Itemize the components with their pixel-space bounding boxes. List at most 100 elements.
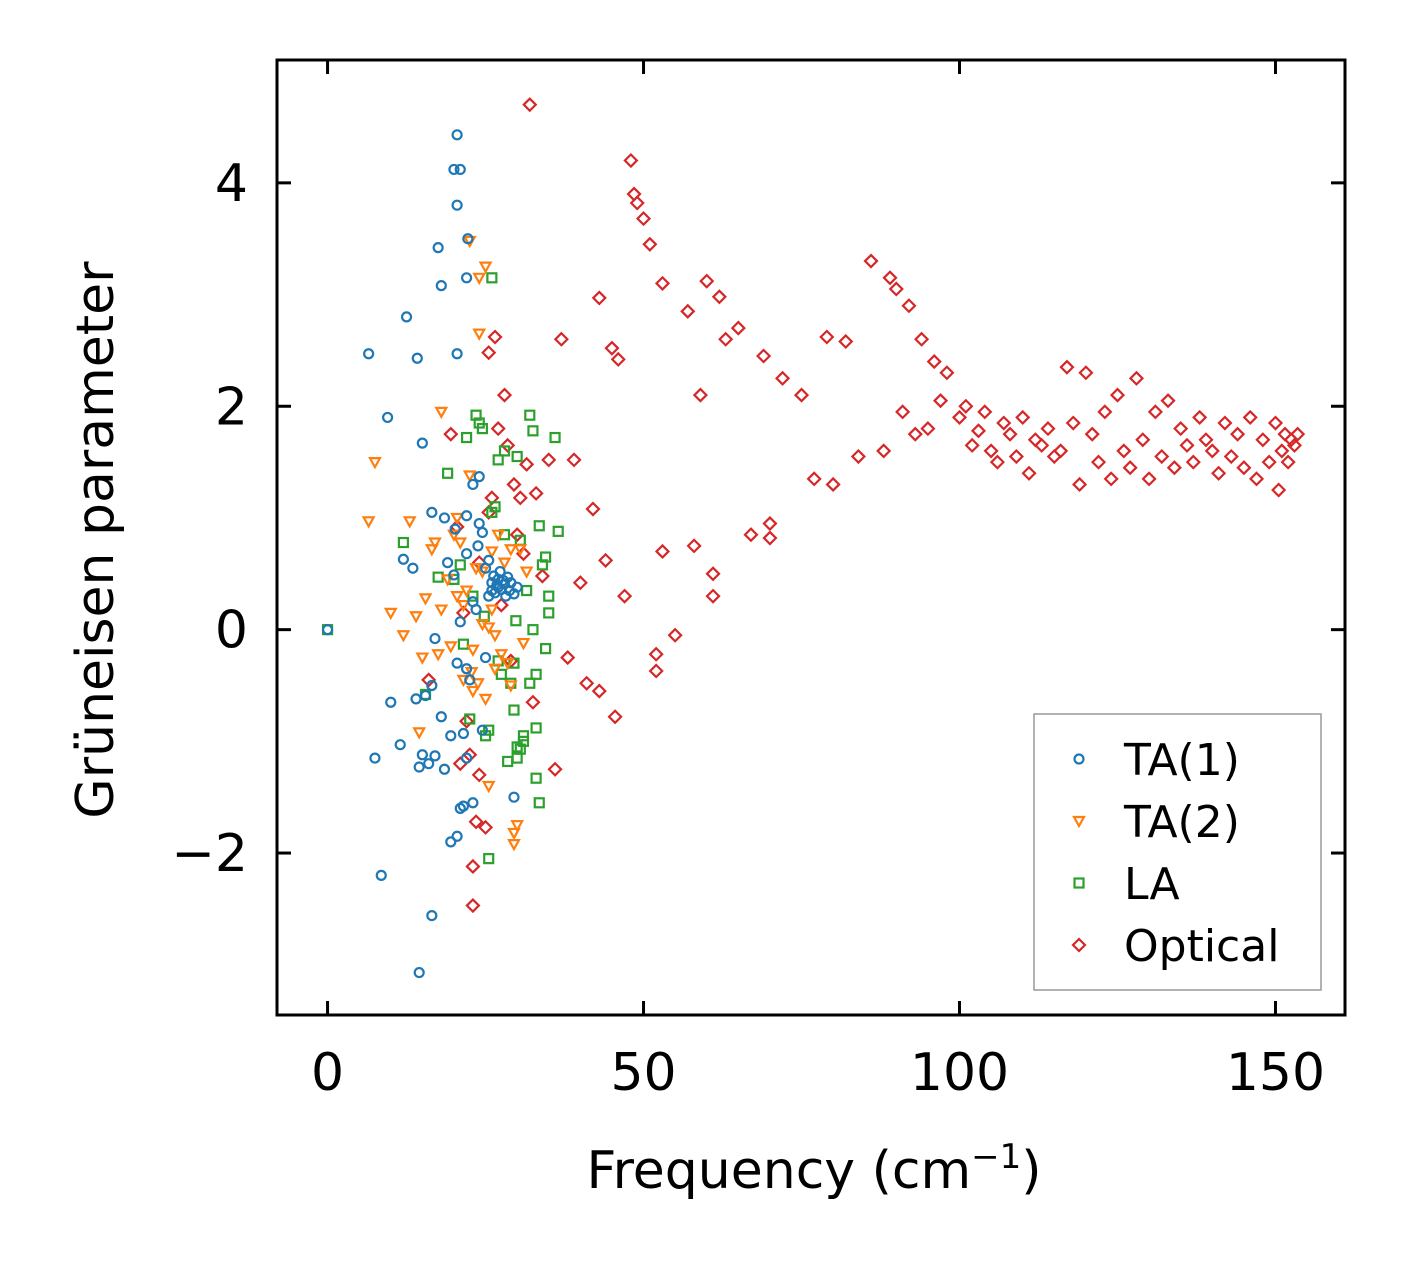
data-point	[1236, 460, 1252, 476]
data-point	[793, 387, 810, 403]
data-point	[502, 571, 514, 583]
data-point	[521, 584, 533, 597]
data-point	[447, 529, 461, 542]
x-axis-label-main: Frequency (cm	[586, 1141, 971, 1201]
data-point	[1204, 443, 1220, 459]
data-point	[508, 791, 520, 803]
data-point	[460, 752, 473, 764]
x-tick-label: 0	[311, 1043, 344, 1103]
legend-marker-circle	[1073, 753, 1085, 765]
data-point	[528, 485, 544, 501]
data-point	[1116, 443, 1132, 459]
data-point	[434, 604, 449, 617]
data-point	[1002, 426, 1018, 442]
data-point	[1008, 448, 1024, 465]
data-point	[536, 559, 549, 571]
data-point	[926, 354, 942, 370]
data-point	[530, 722, 542, 734]
data-point	[459, 585, 474, 598]
data-point	[553, 331, 569, 347]
data-point	[1160, 393, 1176, 409]
data-point	[623, 152, 639, 169]
data-point	[429, 632, 441, 645]
data-point	[533, 797, 545, 809]
data-point	[977, 404, 993, 420]
data-point	[454, 616, 466, 628]
data-point	[566, 452, 582, 468]
data-point	[478, 261, 493, 274]
series-optical	[421, 97, 1306, 914]
y-axis-label: Grüneisen parameter	[66, 261, 126, 819]
data-point	[375, 869, 387, 881]
data-point	[1274, 443, 1290, 459]
data-point	[964, 437, 980, 453]
data-point	[438, 512, 451, 524]
data-point	[451, 348, 463, 360]
data-point	[895, 404, 911, 420]
data-point	[400, 311, 413, 323]
data-point	[396, 630, 411, 643]
data-point	[385, 696, 397, 708]
data-point	[397, 536, 409, 549]
data-point	[635, 211, 652, 227]
axis-ticks: 0 50 100 150 −2 0 2 4	[171, 60, 1345, 1103]
data-point	[882, 270, 898, 286]
data-point	[514, 743, 526, 755]
y-tick-label: 2	[215, 377, 248, 437]
data-point	[470, 603, 482, 616]
data-point	[510, 615, 522, 627]
data-point	[416, 437, 428, 449]
data-point	[454, 163, 466, 176]
data-point	[1147, 404, 1163, 420]
data-point	[1242, 409, 1258, 425]
data-point	[462, 233, 474, 245]
data-point	[560, 650, 576, 666]
data-point	[435, 280, 447, 292]
data-point	[1198, 432, 1214, 448]
data-point	[451, 129, 463, 141]
data-point	[449, 523, 461, 535]
y-tick-label: 0	[215, 601, 248, 661]
data-point	[361, 516, 376, 529]
data-point	[527, 624, 539, 636]
data-point	[1166, 460, 1182, 476]
data-point	[418, 593, 433, 606]
data-point	[483, 724, 495, 736]
data-point	[428, 537, 442, 550]
x-axis-label-end: )	[1021, 1141, 1041, 1201]
data-point	[901, 298, 917, 314]
data-point	[1267, 415, 1284, 431]
data-point	[850, 448, 866, 465]
data-point	[996, 415, 1012, 431]
data-point	[460, 431, 473, 444]
data-point	[476, 526, 488, 539]
x-tick-label: 50	[610, 1043, 676, 1103]
data-point	[718, 331, 734, 347]
data-point	[493, 597, 509, 613]
legend-marker-triangle-down	[1072, 815, 1086, 829]
data-point	[483, 853, 495, 865]
data-point	[434, 406, 449, 420]
data-point	[667, 627, 683, 643]
data-point	[513, 544, 528, 557]
data-point	[448, 569, 460, 581]
data-point	[481, 622, 496, 635]
legend-markers	[1071, 753, 1087, 953]
data-point	[534, 568, 550, 584]
data-point	[497, 557, 512, 570]
data-point	[457, 638, 470, 650]
data-point	[642, 236, 658, 252]
data-point	[819, 329, 835, 345]
data-point	[1053, 443, 1069, 459]
data-point	[970, 423, 987, 439]
data-point	[591, 290, 607, 306]
data-point	[484, 604, 499, 617]
data-point	[1103, 471, 1119, 487]
data-point	[648, 646, 664, 662]
data-point	[762, 515, 778, 532]
data-point	[549, 431, 561, 444]
data-point	[1135, 432, 1151, 448]
data-point	[876, 443, 892, 459]
data-point	[476, 422, 488, 435]
